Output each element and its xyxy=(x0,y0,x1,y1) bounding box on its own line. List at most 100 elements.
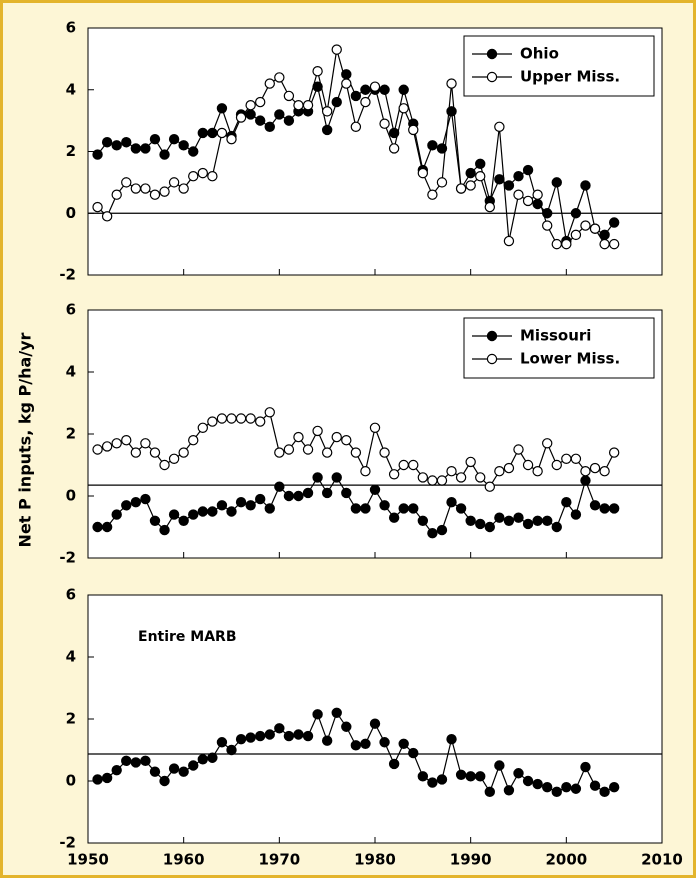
x-tick-label: 1980 xyxy=(354,851,396,869)
point xyxy=(360,96,371,108)
point xyxy=(255,730,266,742)
point xyxy=(130,143,142,154)
point xyxy=(475,472,486,483)
point xyxy=(388,143,400,154)
point xyxy=(580,761,591,773)
point xyxy=(207,127,218,139)
y-tick-label: 2 xyxy=(66,142,76,160)
point xyxy=(465,180,476,191)
point xyxy=(494,121,505,133)
legend-box xyxy=(463,317,655,379)
point xyxy=(235,733,247,745)
point xyxy=(274,72,285,83)
point xyxy=(522,459,534,471)
point xyxy=(599,503,610,514)
point xyxy=(216,737,228,748)
point xyxy=(321,124,333,136)
point xyxy=(503,235,515,247)
point xyxy=(188,509,199,520)
point xyxy=(149,133,161,145)
point xyxy=(408,747,419,759)
point xyxy=(321,447,333,458)
point xyxy=(178,766,189,777)
point xyxy=(542,438,553,449)
point xyxy=(522,518,534,530)
point xyxy=(360,84,371,95)
point xyxy=(436,524,448,536)
point xyxy=(255,493,266,505)
point xyxy=(417,771,429,782)
point xyxy=(168,453,180,464)
point xyxy=(379,500,390,511)
point xyxy=(465,771,476,782)
point xyxy=(608,503,620,514)
point xyxy=(264,729,275,740)
point xyxy=(542,208,553,219)
point xyxy=(121,755,132,767)
point xyxy=(465,456,476,468)
point xyxy=(111,140,122,151)
point xyxy=(475,158,486,170)
point xyxy=(589,223,601,234)
point xyxy=(551,238,562,250)
point xyxy=(551,786,562,798)
point xyxy=(121,177,132,188)
point xyxy=(111,438,122,449)
x-tick-label: 1950 xyxy=(67,851,109,869)
point xyxy=(111,764,122,776)
point xyxy=(331,707,342,719)
point xyxy=(207,416,218,427)
point xyxy=(341,78,352,89)
point xyxy=(580,475,591,486)
x-tick-label: 2000 xyxy=(545,851,587,869)
y-tick-label: 0 xyxy=(66,772,76,790)
point xyxy=(350,740,362,751)
point xyxy=(168,763,180,774)
point xyxy=(532,515,543,527)
point xyxy=(446,733,457,745)
point xyxy=(235,413,247,424)
point xyxy=(589,780,601,791)
point xyxy=(350,121,362,133)
point xyxy=(388,127,400,139)
point xyxy=(494,760,505,771)
point xyxy=(92,521,103,533)
point xyxy=(274,447,285,458)
point xyxy=(245,732,256,743)
point xyxy=(92,201,103,213)
point xyxy=(101,211,113,222)
point xyxy=(408,459,419,471)
point xyxy=(398,459,409,471)
point xyxy=(398,503,409,514)
point xyxy=(197,422,208,433)
point xyxy=(570,453,582,464)
point xyxy=(255,416,266,427)
point xyxy=(408,124,419,136)
point xyxy=(379,84,390,95)
point xyxy=(369,422,381,433)
point xyxy=(417,472,429,483)
point xyxy=(178,447,189,458)
x-tick-label: 2010 xyxy=(641,851,683,869)
y-tick-label: 6 xyxy=(66,301,76,319)
point xyxy=(369,81,381,92)
point xyxy=(369,484,381,495)
point xyxy=(551,521,562,533)
point xyxy=(245,413,256,424)
point xyxy=(570,208,582,219)
point xyxy=(283,490,295,502)
point xyxy=(149,447,161,458)
point xyxy=(398,738,409,750)
legend-label: Lower Miss. xyxy=(520,350,620,368)
point xyxy=(207,506,218,517)
point xyxy=(542,220,553,231)
point xyxy=(599,466,610,477)
point xyxy=(302,444,314,455)
point xyxy=(321,487,333,499)
point xyxy=(465,515,476,527)
point xyxy=(130,183,142,194)
point xyxy=(312,66,323,77)
point xyxy=(446,78,457,89)
point xyxy=(455,769,467,781)
